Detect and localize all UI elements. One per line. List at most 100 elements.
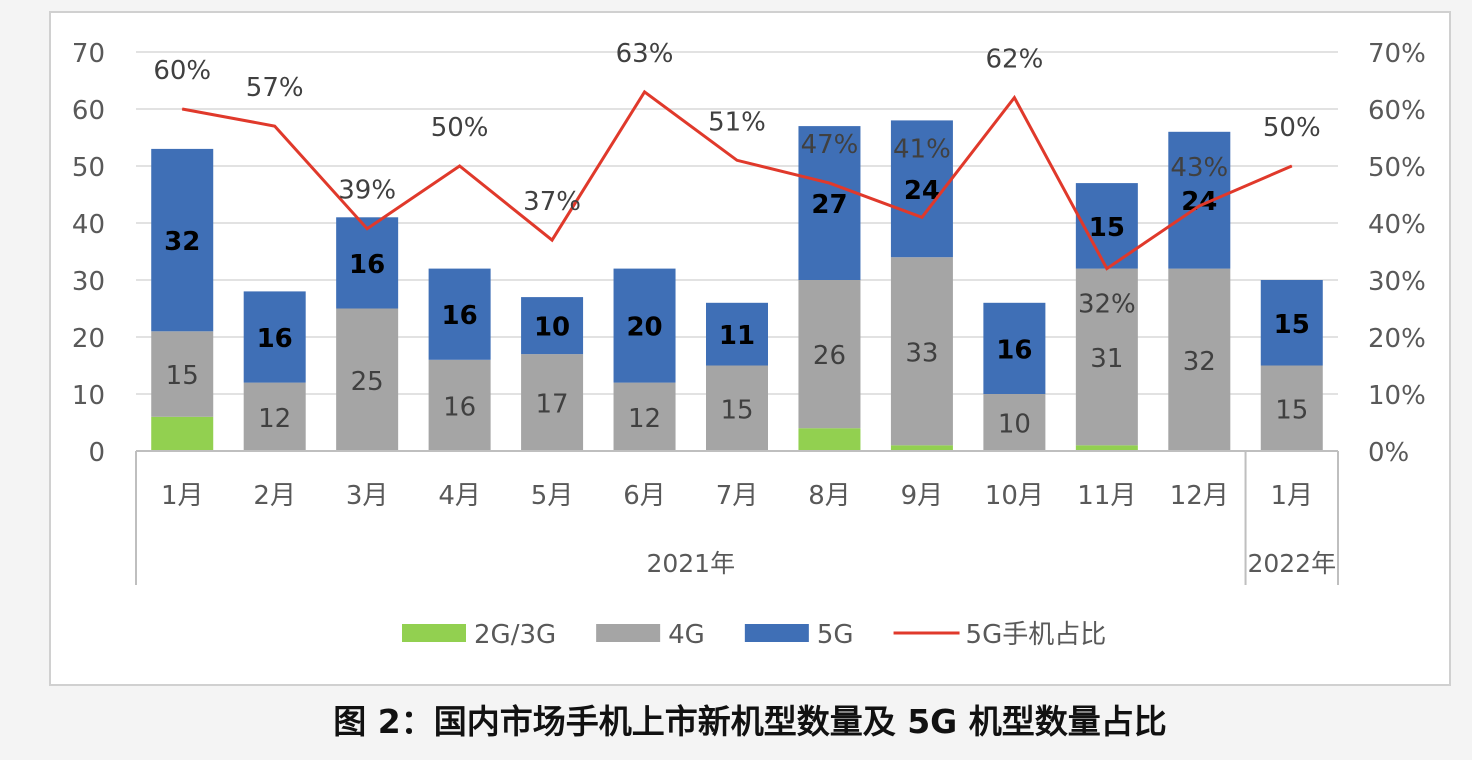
line-point (644, 91, 646, 93)
x-tick-label: 6月 (623, 481, 666, 511)
x-group-label: 2021年 (646, 549, 735, 578)
line-data-label: 57% (246, 73, 304, 103)
line-data-label: 39% (338, 176, 396, 206)
bar-data-label: 16 (443, 392, 476, 422)
bar-data-label: 26 (813, 341, 846, 371)
y-right-tick-label: 20% (1368, 324, 1426, 354)
bar-4g (151, 331, 214, 417)
bar-data-label: 20 (626, 313, 662, 343)
bar-data-label: 11 (719, 321, 755, 351)
line-data-label: 32% (1078, 290, 1136, 320)
bar-data-label: 10 (534, 313, 570, 343)
bar-5g (1168, 131, 1231, 269)
x-tick-label: 11月 (1077, 481, 1136, 511)
bar-4g (336, 308, 399, 451)
bar-data-label: 12 (628, 404, 661, 434)
x-tick-label: 7月 (716, 481, 759, 511)
bar-data-label: 16 (442, 301, 478, 331)
y-right-tick-label: 0% (1368, 438, 1409, 468)
bar-5g (336, 217, 399, 309)
legend-label: 5G (817, 620, 854, 650)
line-data-label: 50% (1263, 113, 1321, 143)
y-right-tick-label: 10% (1368, 381, 1426, 411)
bar-data-label: 33 (905, 338, 938, 368)
bar-data-label: 15 (720, 395, 753, 425)
legend-label: 4G (668, 620, 705, 650)
bar-2g-3g (1075, 445, 1138, 451)
x-tick-label: 3月 (346, 481, 389, 511)
x-tick-label: 9月 (901, 481, 944, 511)
line-data-label: 47% (801, 130, 859, 160)
bar-5g (798, 126, 861, 280)
y-right-tick-label: 40% (1368, 210, 1426, 240)
bar-data-label: 31 (1090, 344, 1123, 374)
bar-data-label: 15 (1274, 310, 1310, 340)
legend-label: 2G/3G (474, 620, 556, 650)
x-tick-label: 12月 (1170, 481, 1229, 511)
line-point (1106, 268, 1108, 270)
bar-2g-3g (798, 428, 861, 451)
bar-4g (428, 359, 491, 451)
line-data-label: 43% (1170, 153, 1228, 183)
x-group-label: 2022年 (1247, 549, 1336, 578)
bar-data-label: 17 (536, 390, 569, 420)
y-right-tick-label: 30% (1368, 267, 1426, 297)
bar-data-label: 25 (351, 367, 384, 397)
bar-data-label: 16 (349, 250, 385, 280)
line-point (736, 159, 738, 161)
y-left-tick-label: 30 (72, 267, 105, 297)
bar-5g (706, 302, 768, 366)
bar-5g (1260, 280, 1323, 366)
line-point (921, 216, 923, 218)
line-data-label: 62% (985, 45, 1043, 75)
line-data-label: 63% (616, 39, 674, 69)
bar-4g (521, 354, 584, 451)
bar-data-label: 16 (996, 335, 1032, 365)
line-point (1291, 165, 1293, 167)
x-tick-label: 4月 (438, 481, 481, 511)
bar-4g (1168, 268, 1231, 451)
bar-4g (613, 382, 676, 451)
bar-4g (890, 257, 953, 446)
bar-data-label: 15 (1089, 213, 1125, 243)
legend-label: 5G手机占比 (966, 620, 1107, 650)
bar-data-label: 12 (258, 404, 291, 434)
line-point (1013, 97, 1015, 99)
bar-5g (521, 297, 584, 355)
y-left-tick-label: 70 (72, 39, 105, 69)
bar-4g (243, 382, 306, 451)
bar-5g (428, 268, 491, 360)
bar-data-label: 15 (166, 361, 199, 391)
bar-4g (1260, 365, 1323, 451)
bar-5g (243, 291, 306, 383)
y-left-tick-label: 10 (72, 381, 105, 411)
y-left-tick-label: 0 (88, 438, 105, 468)
y-left-tick-label: 60 (72, 96, 105, 126)
line-data-label: 37% (523, 187, 581, 217)
bar-5g (151, 148, 214, 332)
bar-data-label: 10 (998, 410, 1031, 440)
bar-2g-3g (151, 416, 214, 451)
legend-swatch (744, 624, 809, 642)
x-tick-label: 2月 (253, 481, 296, 511)
line-data-label: 51% (708, 107, 766, 137)
bar-5g (983, 302, 1046, 394)
x-tick-label: 5月 (531, 481, 574, 511)
line-data-label: 41% (893, 134, 951, 164)
y-right-tick-label: 60% (1368, 96, 1426, 126)
bar-4g (983, 394, 1046, 451)
bar-4g (798, 280, 861, 429)
bar-data-label: 32 (1183, 347, 1216, 377)
legend-swatch (402, 624, 466, 642)
bar-5g (613, 268, 676, 383)
line-point (366, 228, 368, 230)
y-left-tick-label: 40 (72, 210, 105, 240)
bar-2g-3g (890, 445, 953, 451)
line-point (828, 182, 830, 184)
x-tick-label: 1月 (1270, 481, 1313, 511)
bar-4g (706, 365, 768, 451)
y-right-tick-label: 50% (1368, 153, 1426, 183)
x-tick-label: 1月 (161, 481, 204, 511)
line-point (181, 108, 183, 110)
